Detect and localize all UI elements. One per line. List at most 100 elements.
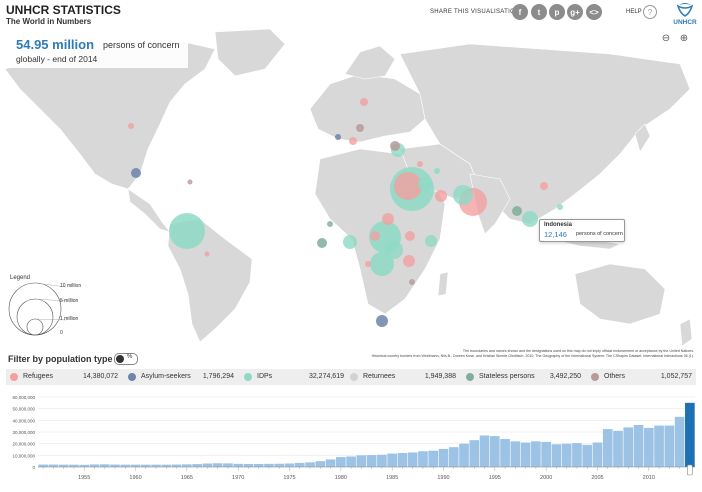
filter-refugees[interactable]: Refugees 14,380,072 — [6, 369, 124, 385]
filter-label: Others — [604, 373, 626, 380]
timeline-bar-2008 — [623, 427, 634, 467]
asia-shape — [399, 43, 691, 225]
timeline-bar-1994 — [479, 435, 490, 467]
timeline-bar-1968 — [212, 463, 223, 467]
zoom-out-icon[interactable]: ⊖ — [661, 32, 671, 44]
filter-value: 1,796,294 — [202, 373, 234, 380]
bubble-drc — [370, 252, 394, 276]
bubble-ecuador — [204, 251, 210, 257]
filter-label: Refugees — [23, 373, 53, 380]
pinterest-icon[interactable]: p — [549, 4, 565, 20]
bubble-canada — [128, 123, 134, 129]
filter-returnees[interactable]: Returnees 1,949,388 — [346, 369, 462, 385]
bubble-cuba — [187, 179, 193, 185]
zoom-in-icon[interactable]: ⊕ — [679, 32, 689, 44]
bubble-bangladesh — [512, 206, 522, 216]
timeline-bar-2003 — [572, 443, 582, 467]
y-tick-label: 40,000,000 — [12, 418, 35, 423]
filter-stateless[interactable]: Stateless persons 3,492,250 — [462, 369, 587, 385]
x-tick-label: 1980 — [335, 475, 347, 481]
headline-number: 54.95 million — [16, 37, 95, 52]
timeline-chart[interactable]: 0 10,000,000 20,000,000 30,000,000 40,000,00… — [0, 389, 702, 487]
timeline-bar-1954 — [69, 464, 79, 467]
x-tick-label: 1955 — [78, 475, 90, 481]
bubble-usa — [131, 168, 141, 178]
timeline-bar-1969 — [223, 463, 233, 467]
timeline-bar-1952 — [48, 464, 59, 467]
bubble-philippines — [557, 204, 563, 210]
x-tick-label: 1975 — [283, 475, 295, 481]
timeline-bar-1998 — [520, 442, 531, 467]
bubble-iraq — [418, 177, 432, 191]
bubble-sweden — [360, 98, 368, 106]
x-tick-label: 2000 — [540, 475, 552, 481]
bubble-russia-region — [390, 141, 400, 151]
filter-idps[interactable]: IDPs 32,274,619 — [240, 369, 346, 385]
filter-label: Asylum-seekers — [141, 373, 191, 380]
timeline-bar-1979 — [325, 459, 336, 467]
timeline-svg[interactable]: 0 10,000,000 20,000,000 30,000,000 40,000,00… — [0, 389, 702, 487]
x-tick-label: 2010 — [643, 475, 655, 481]
legend-circles — [8, 282, 67, 336]
filter-value: 1,949,388 — [424, 373, 456, 380]
embed-icon[interactable]: <> — [586, 4, 602, 20]
percent-toggle[interactable]: % — [114, 353, 138, 365]
timeline-bar-1976 — [294, 462, 305, 467]
timeline-bar-2007 — [613, 430, 623, 467]
filter-others[interactable]: Others 1,052,757 — [587, 369, 696, 385]
europe-shape — [309, 73, 426, 143]
timeline-bar-1991 — [448, 447, 459, 467]
app-subtitle: The World in Numbers — [6, 17, 92, 26]
bubble-nigeria — [343, 235, 357, 249]
japan-shape — [634, 123, 651, 153]
help-label: HELP — [626, 9, 642, 15]
timeline-bar-1966 — [192, 464, 202, 467]
timeline-bar-1959 — [120, 464, 131, 467]
timeline-bar-2005 — [592, 442, 603, 467]
filter-label: IDPs — [257, 373, 273, 380]
tooltip-value: 12,146 — [544, 230, 567, 239]
timeline-bar-1986 — [397, 453, 408, 467]
world-map[interactable] — [0, 24, 702, 354]
timeline-bar-1957 — [99, 464, 110, 467]
timeline-bar-1964 — [171, 464, 182, 467]
credits-line2: Historical country borders from Weidmann… — [371, 354, 694, 358]
bubble-somalia — [425, 235, 437, 247]
legend-label-10m: 10 million — [60, 283, 82, 289]
timeline-bar-2001 — [551, 444, 562, 467]
x-tick-label: 1995 — [489, 475, 501, 481]
timeline-bar-1967 — [202, 463, 213, 467]
bubble-italy — [349, 137, 357, 145]
filter-asylum-seekers[interactable]: Asylum-seekers 1,796,294 — [124, 369, 240, 385]
filter-value: 14,380,072 — [82, 373, 118, 380]
y-tick-label: 10,000,000 — [12, 453, 35, 458]
x-tick-label: 1965 — [181, 475, 193, 481]
timeline-bar-1973 — [264, 463, 274, 467]
timeline-bar-1989 — [428, 450, 439, 467]
timeline-bar-2000 — [541, 441, 551, 467]
bubble-france — [335, 134, 341, 140]
timeline-bar-1993 — [469, 440, 480, 467]
timeline-bar-1974 — [274, 463, 285, 467]
svg-text:UNHCR: UNHCR — [673, 19, 697, 26]
bubble-mali — [327, 221, 333, 227]
facebook-icon[interactable]: f — [512, 4, 528, 20]
timeline-bar-1987 — [407, 452, 418, 467]
timeline-bar-1956 — [89, 464, 100, 467]
asylum-seekers-dot-icon — [128, 373, 136, 381]
timeline-bar-1965 — [182, 464, 192, 467]
timeline-bar-2009 — [633, 425, 644, 467]
googleplus-icon[interactable]: g+ — [567, 4, 583, 20]
timeline-bar-1983 — [366, 455, 377, 467]
x-tick-label: 1990 — [437, 475, 449, 481]
help-icon[interactable]: ? — [643, 5, 657, 19]
timeline-bar-1985 — [387, 453, 397, 467]
twitter-icon[interactable]: t — [531, 4, 547, 20]
toggle-label: % — [127, 354, 133, 360]
filter-value: 3,492,250 — [549, 373, 581, 380]
y-tick-label: 30,000,000 — [12, 430, 35, 435]
madagascar-shape — [437, 271, 449, 297]
bubble-iran — [435, 190, 447, 202]
y-tick-label: 0 — [32, 465, 35, 470]
tooltip-unit: persons of concern — [576, 231, 623, 237]
